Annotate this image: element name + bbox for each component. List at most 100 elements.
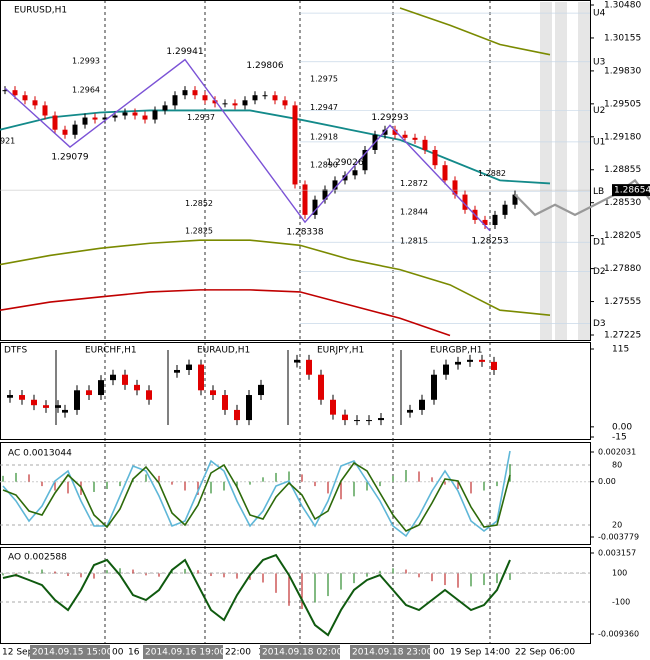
candle bbox=[212, 100, 218, 104]
candle bbox=[82, 117, 88, 125]
mini-candle bbox=[62, 409, 68, 413]
y-tick-label: 0.003157 bbox=[598, 549, 636, 558]
mini-candle bbox=[443, 364, 449, 375]
price-label: 1.28338 bbox=[286, 228, 323, 238]
mini-candle bbox=[186, 364, 192, 370]
candle bbox=[302, 184, 308, 215]
y-tick-label: -0.009360 bbox=[598, 630, 639, 639]
mini-candle bbox=[306, 359, 312, 375]
candle bbox=[432, 149, 438, 166]
session-lines bbox=[104, 0, 491, 643]
mini-candle bbox=[246, 395, 252, 421]
candle bbox=[152, 110, 158, 120]
mini-candle bbox=[234, 409, 240, 421]
x-label-box bbox=[350, 645, 430, 659]
x-tick-label: 00 bbox=[112, 648, 124, 658]
y-tick-label: 0.00 bbox=[598, 477, 616, 486]
band-line bbox=[0, 289, 451, 337]
band-line bbox=[0, 239, 551, 317]
candle bbox=[332, 180, 338, 190]
candle bbox=[272, 95, 278, 101]
x-tick-label: 12 Sep bbox=[2, 648, 34, 658]
mini-candle bbox=[407, 409, 413, 413]
x-label-box bbox=[260, 645, 340, 659]
pane-title: AO 0.002588 bbox=[8, 553, 67, 563]
candle bbox=[492, 214, 498, 225]
mini-candle bbox=[318, 374, 324, 400]
candle bbox=[512, 194, 518, 205]
level-label: 1.2844 bbox=[400, 207, 428, 216]
candle bbox=[422, 139, 428, 150]
mini-candle bbox=[330, 399, 336, 415]
candle bbox=[452, 180, 458, 195]
mini-candle bbox=[86, 390, 92, 396]
y-tick-label: -0.003779 bbox=[598, 533, 639, 542]
candle bbox=[42, 105, 48, 116]
candle bbox=[102, 117, 108, 120]
level-tick-label: 20 bbox=[612, 521, 622, 530]
mini-candle bbox=[431, 374, 437, 400]
mini-candle bbox=[7, 395, 13, 398]
x-tick-label: 19 Sep 14:00 bbox=[450, 648, 510, 658]
mini-candle bbox=[31, 399, 37, 406]
mini-candle bbox=[210, 390, 216, 396]
candle bbox=[412, 137, 418, 140]
candle bbox=[72, 124, 78, 135]
price-label: 1.29079 bbox=[51, 153, 88, 163]
candle bbox=[442, 165, 448, 181]
candle bbox=[112, 115, 118, 118]
candle bbox=[172, 95, 178, 106]
price-label: 1.29293 bbox=[371, 113, 408, 123]
level-label: 1.2947 bbox=[310, 103, 338, 112]
x-tick-label: 2014.09.16 19:00 bbox=[145, 648, 226, 658]
candle bbox=[282, 100, 288, 106]
level-label: 1.2882 bbox=[478, 169, 506, 178]
candle bbox=[342, 175, 348, 181]
pivot-label: U4 bbox=[593, 9, 606, 19]
x-tick-label: 16 bbox=[128, 648, 140, 658]
x-label-box bbox=[30, 645, 110, 659]
level-label: 1.2852 bbox=[185, 199, 213, 208]
candle bbox=[62, 129, 68, 135]
y-tick-label: 1.28855 bbox=[604, 165, 641, 175]
candle bbox=[232, 103, 238, 106]
mini-candle bbox=[122, 374, 128, 385]
mini-candle bbox=[74, 390, 80, 410]
candle bbox=[142, 115, 148, 120]
level-label: 1.2872 bbox=[400, 179, 428, 188]
x-tick-label: 00 bbox=[433, 648, 445, 658]
x-tick-label: 2014.09.18 02:00 bbox=[262, 648, 343, 658]
level-label: 1.2890 bbox=[310, 161, 338, 170]
y-tick-label: 0.002031 bbox=[598, 448, 636, 457]
shade bbox=[540, 2, 552, 340]
y-tick-label: 1.28530 bbox=[604, 198, 641, 208]
candle bbox=[192, 90, 198, 96]
mini-candle bbox=[479, 359, 485, 362]
pair-label: EURCHF,H1 bbox=[85, 346, 137, 356]
level-label: 1.2993 bbox=[72, 56, 100, 65]
mini-candle bbox=[19, 395, 25, 400]
mini-candle bbox=[98, 380, 104, 396]
level-label: 1.2975 bbox=[310, 75, 338, 84]
y-tick-label: 1.29180 bbox=[604, 132, 641, 142]
mini-candle bbox=[378, 418, 384, 421]
pane-borders bbox=[0, 0, 591, 644]
y-tick-label: 1.28205 bbox=[604, 231, 641, 241]
candle bbox=[222, 103, 228, 105]
mini-candle bbox=[467, 359, 473, 362]
pivot-label: U2 bbox=[593, 106, 605, 116]
candle bbox=[32, 100, 38, 106]
candle bbox=[502, 204, 508, 215]
candle bbox=[162, 105, 168, 111]
candle bbox=[262, 95, 268, 97]
level-label: 1.2815 bbox=[400, 237, 428, 246]
band-line bbox=[399, 7, 551, 56]
mini-candle bbox=[222, 395, 228, 410]
x-tick-label: 22 Sep 06:00 bbox=[515, 648, 575, 658]
y-tick-label: 1.29505 bbox=[604, 99, 641, 109]
pane-title: AC 0.0013044 bbox=[8, 449, 72, 459]
y-tick-label: 115 bbox=[612, 345, 629, 355]
candle bbox=[352, 170, 358, 176]
band-line bbox=[0, 109, 551, 185]
